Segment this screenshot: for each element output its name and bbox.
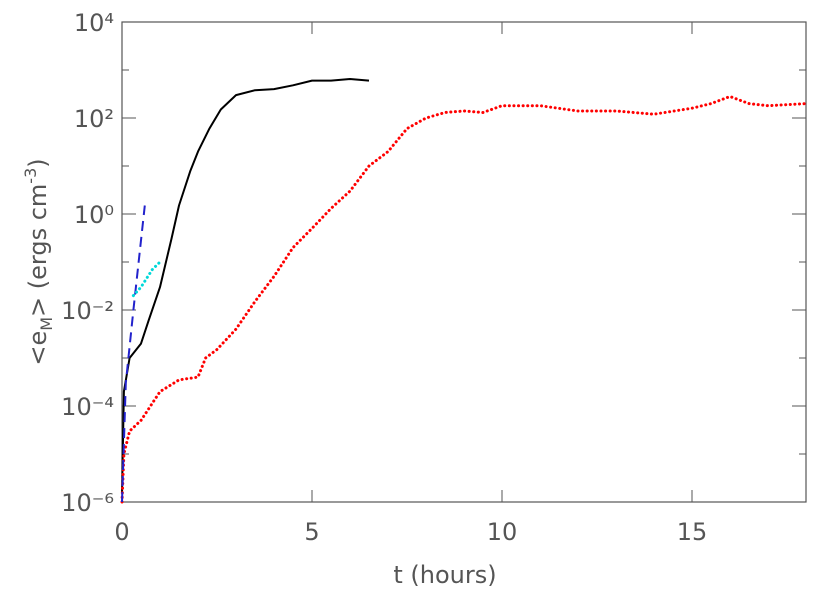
x-axis-label: t (hours) <box>393 561 496 589</box>
x-tick-label: 5 <box>304 518 319 546</box>
y-tick-label: 10⁻⁶ <box>61 489 114 517</box>
y-tick-label: 10⁻² <box>61 297 114 325</box>
x-tick-label: 10 <box>487 518 518 546</box>
x-tick-label: 15 <box>677 518 708 546</box>
series-line <box>121 205 146 503</box>
series-line <box>131 260 162 298</box>
series-line <box>121 78 370 494</box>
x-tick-label: 0 <box>114 518 129 546</box>
y-axis-label: <eM> (ergs cm-3) <box>21 158 56 365</box>
y-tick-label: 10⁻⁴ <box>61 393 114 421</box>
plot-frame <box>121 21 807 503</box>
series-line <box>120 95 808 504</box>
y-tick-label: 10⁰ <box>74 201 114 229</box>
y-tick-label: 10² <box>74 105 114 133</box>
y-tick-label: 10⁴ <box>74 9 114 37</box>
